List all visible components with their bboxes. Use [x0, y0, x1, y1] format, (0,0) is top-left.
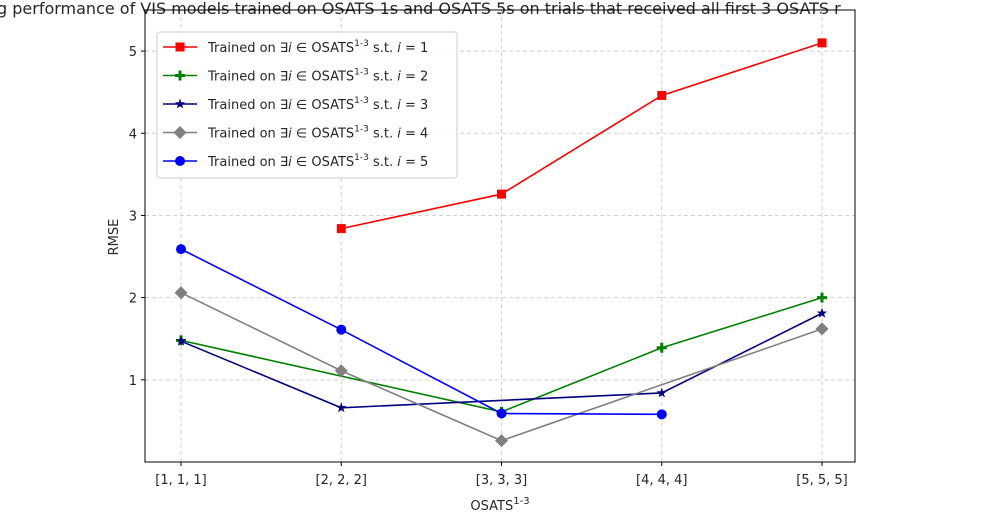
x-tick-label: [2, 2, 2]: [316, 473, 368, 488]
legend-label: Trained on ∃i ∈ OSATS1-3 s.t. i = 4: [207, 125, 428, 142]
data-point: [175, 335, 187, 346]
series-4: [174, 286, 829, 448]
data-point: [496, 408, 507, 419]
legend-marker: [175, 42, 185, 52]
x-axis-label: OSATS1-3: [470, 496, 529, 514]
data-point: [174, 286, 188, 300]
y-tick-label: 1: [129, 374, 137, 389]
legend-marker: [174, 98, 186, 109]
series-line: [180, 248, 662, 416]
data-point: [336, 402, 347, 413]
data-point: [817, 38, 827, 48]
data-point: [656, 409, 667, 420]
y-tick-label: 2: [129, 292, 137, 307]
legend-marker: [173, 126, 187, 139]
chart-title: g performance of VIS models trained on O…: [0, 0, 841, 18]
series-line: [180, 291, 823, 442]
series-5: [176, 244, 667, 420]
data-point: [656, 387, 667, 398]
legend-marker: [175, 70, 185, 81]
x-tick-label: [3, 3, 3]: [476, 473, 528, 488]
legend: Trained on ∃i ∈ OSATS1-3 s.t. i = 1 Train…: [156, 31, 458, 179]
series-line: [180, 312, 823, 409]
legend-label: Trained on ∃i ∈ OSATS1-3 s.t. i = 1: [207, 39, 428, 56]
y-axis-label: RMSE: [107, 219, 122, 256]
data-point: [336, 224, 346, 234]
x-tick-label: [4, 4, 4]: [636, 473, 688, 488]
data-point: [176, 244, 186, 255]
data-point: [336, 324, 347, 335]
y-tick-label: 5: [129, 45, 137, 60]
data-point: [657, 90, 667, 100]
x-tick-label: [5, 5, 5]: [796, 473, 848, 488]
y-tick-label: 4: [129, 127, 137, 142]
data-point: [815, 322, 829, 336]
legend-marker: [175, 156, 185, 166]
data-point: [334, 364, 348, 378]
data-point: [817, 292, 827, 303]
x-tick-label: [1, 1, 1]: [155, 473, 207, 488]
series-3: [175, 307, 828, 413]
legend-label: Trained on ∃i ∈ OSATS1-3 s.t. i = 5: [207, 153, 428, 170]
y-tick-label: 3: [129, 209, 137, 224]
legend-label: Trained on ∃i ∈ OSATS1-3 s.t. i = 2: [207, 68, 428, 85]
plot-frame: [144, 9, 856, 463]
data-point: [816, 307, 828, 318]
data-point: [495, 434, 508, 448]
series-1: [336, 38, 827, 234]
series-line: [341, 42, 823, 230]
data-point: [656, 342, 667, 353]
legend-box: [156, 31, 458, 179]
legend-label: Trained on ∃i ∈ OSATS1-3 s.t. i = 3: [207, 96, 428, 113]
data-point: [497, 189, 506, 199]
